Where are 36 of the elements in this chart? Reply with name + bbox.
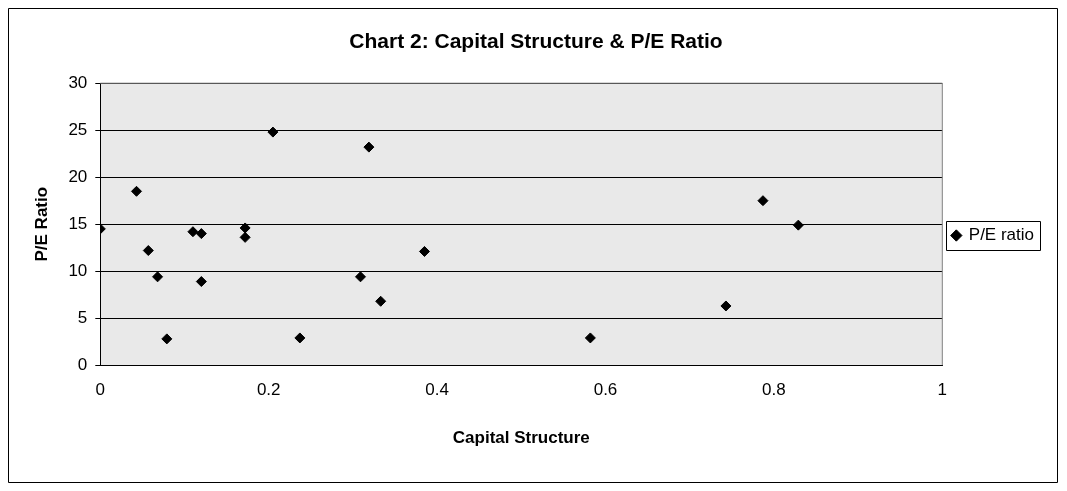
point <box>584 332 596 344</box>
point <box>375 295 387 307</box>
x-tick-label: 0.2 <box>256 380 281 400</box>
point <box>354 271 366 283</box>
chart-title: Chart 2: Capital Structure & P/E Ratio <box>349 29 723 53</box>
point <box>195 276 207 288</box>
point <box>720 300 732 312</box>
y-axis-title: P/E Ratio <box>31 186 51 262</box>
point <box>152 271 164 283</box>
point <box>792 219 804 231</box>
point <box>239 222 251 234</box>
point <box>195 228 207 240</box>
y-tick-label: 20 <box>68 166 88 186</box>
x-tick-label: 0 <box>95 380 106 400</box>
x-tick-label: 0.6 <box>593 380 618 400</box>
point <box>418 245 430 257</box>
point <box>187 226 199 238</box>
x-tick-label: 1 <box>937 380 948 400</box>
y-tick-label: 5 <box>77 307 88 327</box>
x-tick-label: 0.8 <box>762 380 786 400</box>
point <box>161 333 173 345</box>
point <box>294 332 306 344</box>
y-tick-label: 0 <box>77 354 88 374</box>
point <box>239 231 251 243</box>
point <box>142 245 154 257</box>
x-axis-title: Capital Structure <box>452 428 590 448</box>
point <box>757 195 769 207</box>
y-tick-label: 25 <box>68 119 88 139</box>
x-tick-label: 0.4 <box>425 380 449 400</box>
point <box>267 126 279 138</box>
y-tick-label: 10 <box>68 260 88 280</box>
point <box>131 185 143 197</box>
point <box>363 141 375 153</box>
y-tick-label: 15 <box>68 213 88 233</box>
legend-label: P/E ratio <box>968 225 1035 245</box>
y-tick-label: 30 <box>68 72 88 92</box>
